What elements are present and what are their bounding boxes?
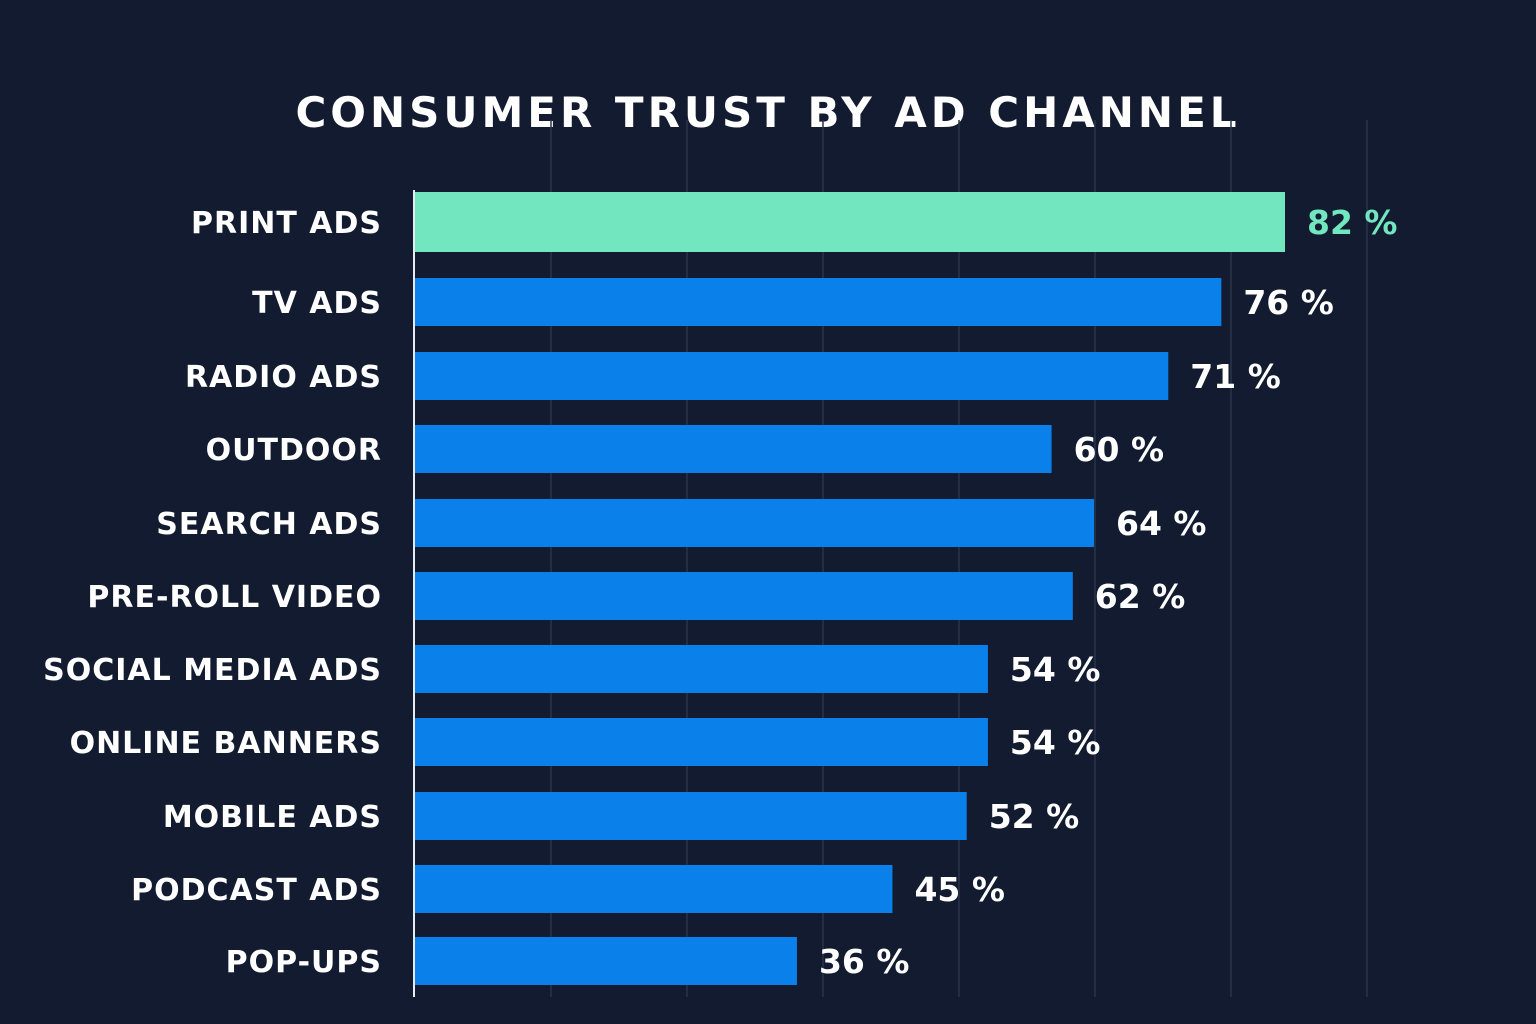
category-label: OUTDOOR <box>206 433 382 468</box>
value-label: 54 % <box>1010 723 1100 762</box>
bar-pop-ups <box>415 937 797 985</box>
category-label: POP-UPS <box>226 945 382 980</box>
category-label: ONLINE BANNERS <box>70 726 382 761</box>
category-label: PRE-ROLL VIDEO <box>87 580 382 615</box>
bar-online-banners <box>415 718 988 766</box>
category-label: SEARCH ADS <box>156 507 382 542</box>
bar-podcast-ads <box>415 865 893 913</box>
bar-mobile-ads <box>415 792 967 840</box>
bar-social-media-ads <box>415 645 988 693</box>
bar-outdoor <box>415 425 1052 473</box>
bar-tv-ads <box>415 278 1222 326</box>
value-label: 36 % <box>819 942 909 981</box>
value-label: 62 % <box>1095 577 1185 616</box>
value-label: 76 % <box>1243 283 1333 322</box>
category-label: RADIO ADS <box>185 360 382 395</box>
category-label: MOBILE ADS <box>163 800 382 835</box>
category-label: PODCAST ADS <box>131 873 382 908</box>
category-label: SOCIAL MEDIA ADS <box>43 653 382 688</box>
value-label: 60 % <box>1074 430 1164 469</box>
value-label: 64 % <box>1116 504 1206 543</box>
bar-print-ads <box>415 192 1285 252</box>
value-label: 45 % <box>914 870 1004 909</box>
chart-title: CONSUMER TRUST BY AD CHANNEL <box>295 88 1241 137</box>
value-label: 82 % <box>1307 203 1397 242</box>
category-label: PRINT ADS <box>191 206 382 241</box>
bar-radio-ads <box>415 352 1169 400</box>
bar-pre-roll-video <box>415 572 1073 620</box>
bar-search-ads <box>415 499 1095 547</box>
value-label: 71 % <box>1190 357 1280 396</box>
category-label: TV ADS <box>252 286 382 321</box>
value-label: 54 % <box>1010 650 1100 689</box>
value-label: 52 % <box>989 797 1079 836</box>
